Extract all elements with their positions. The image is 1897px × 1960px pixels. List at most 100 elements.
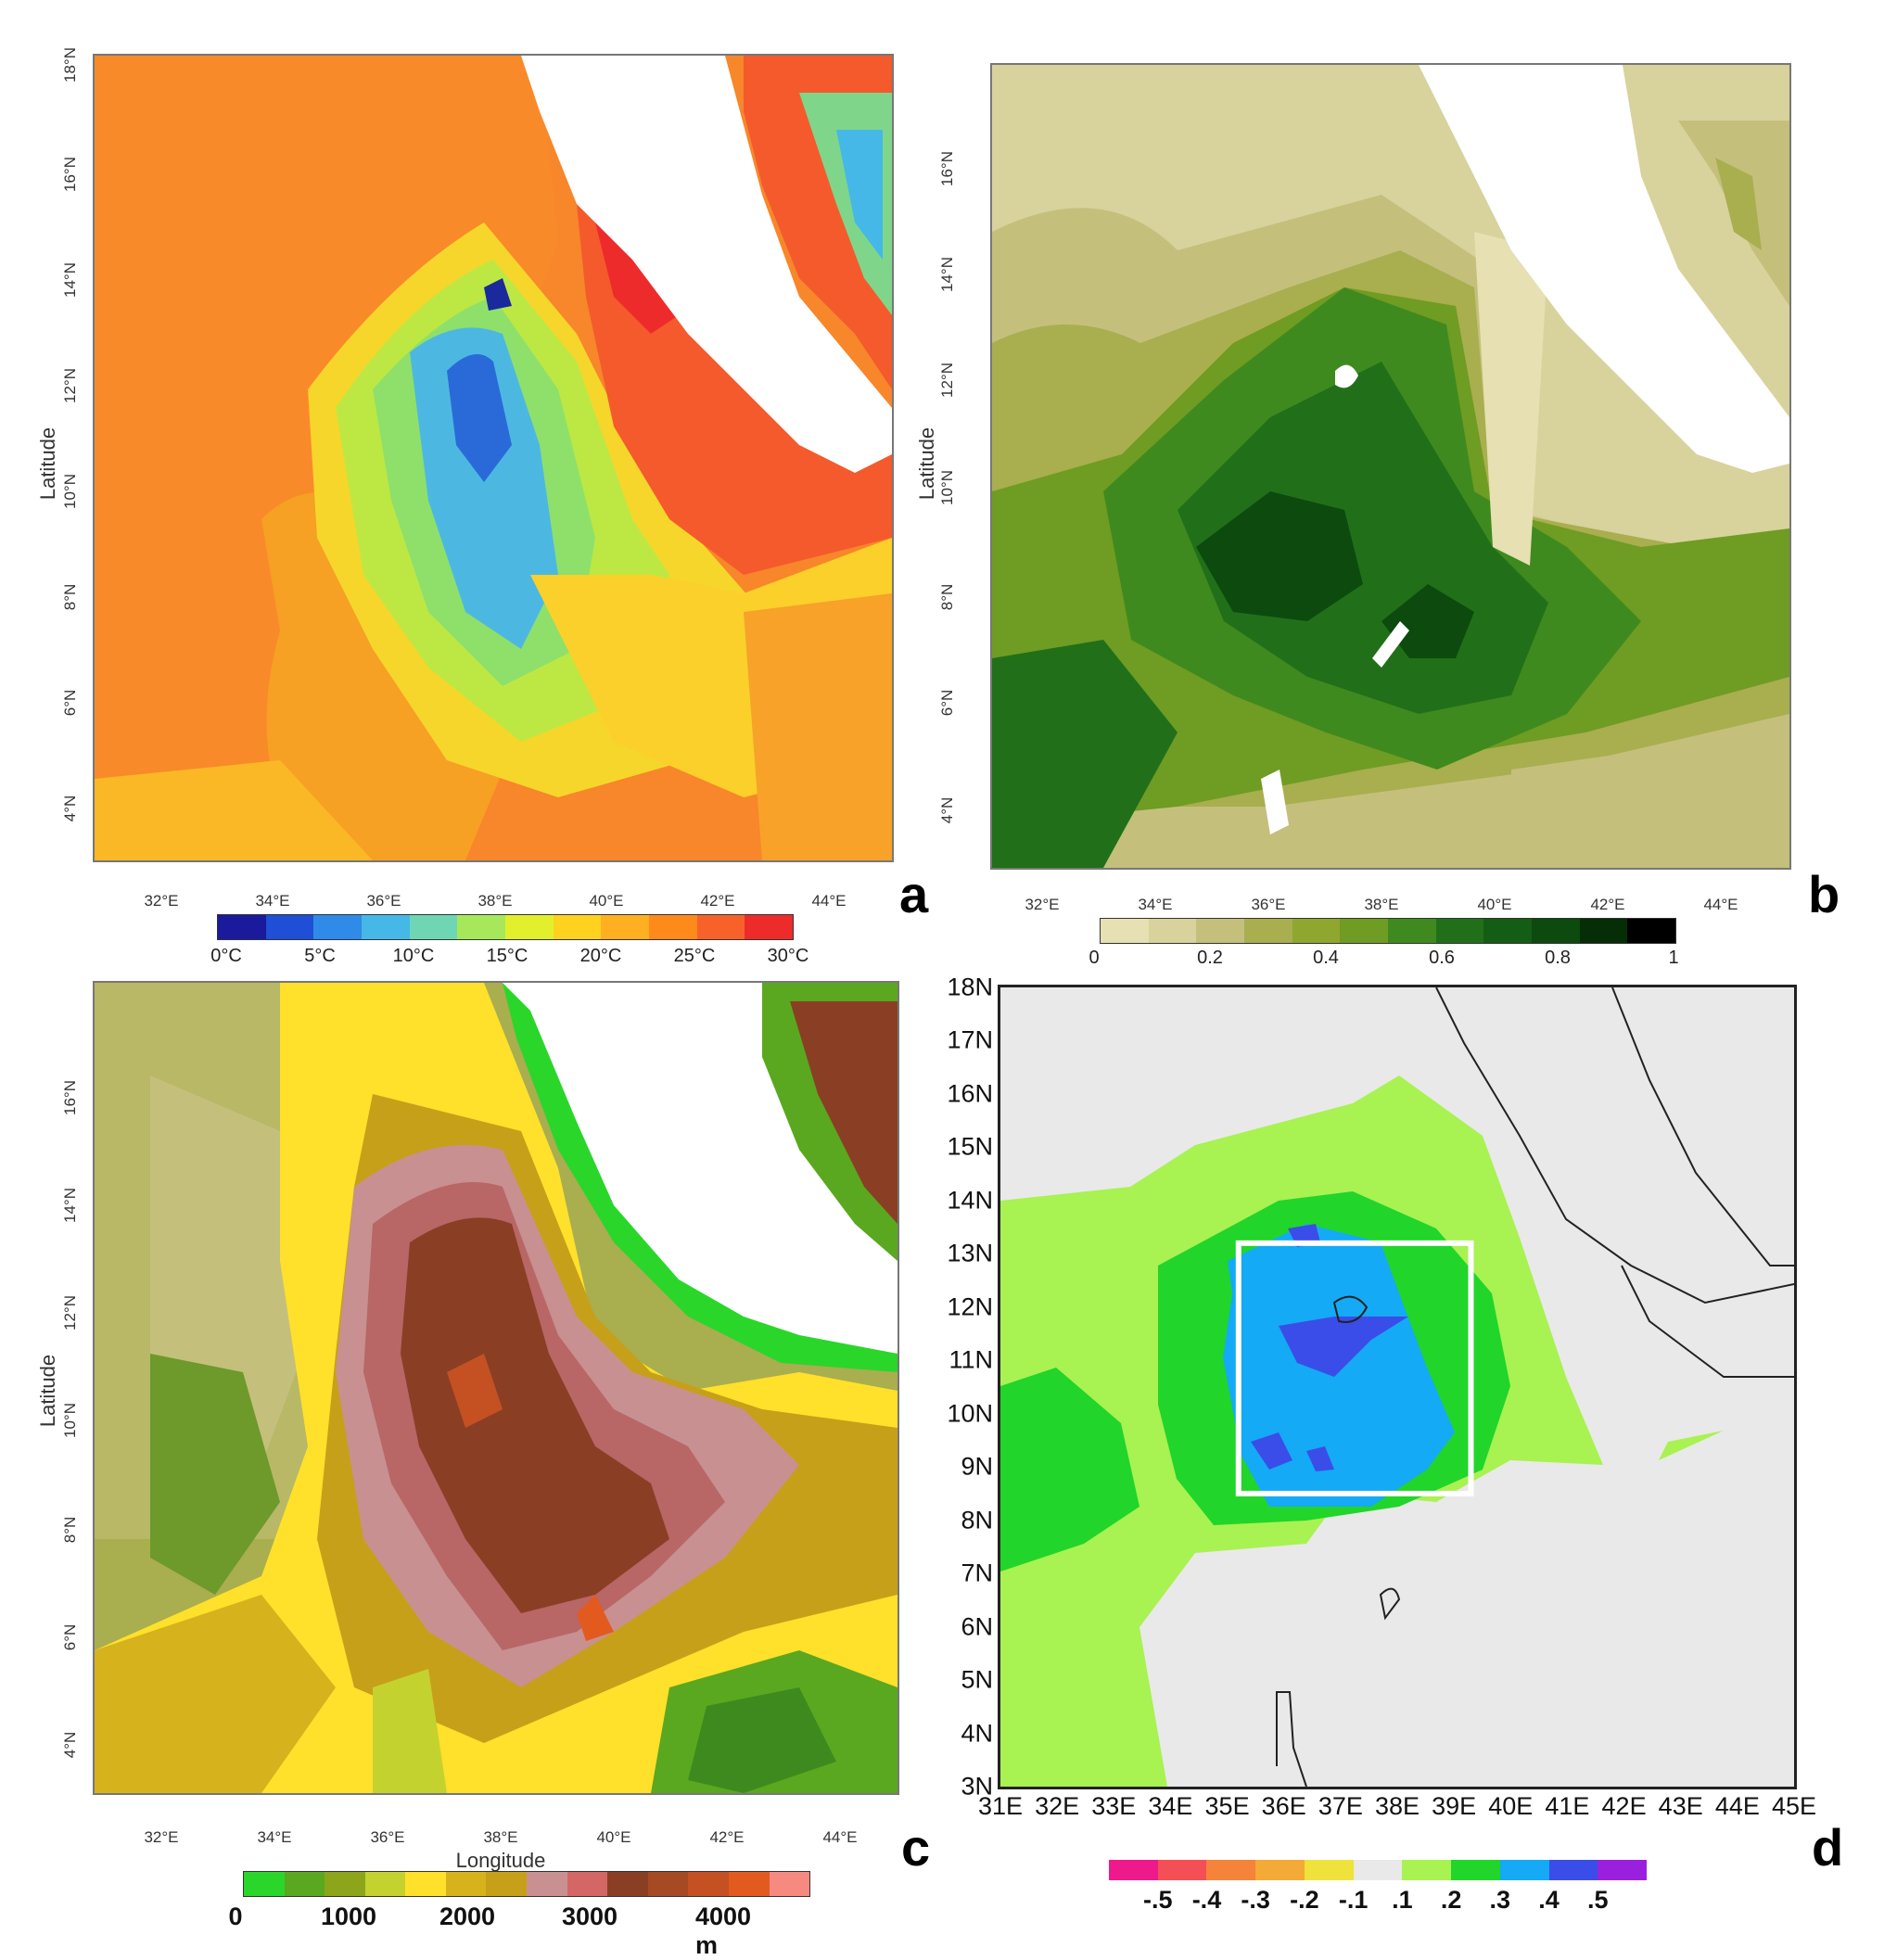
anomaly-colorbar-segment — [1353, 1860, 1403, 1880]
panel-d-letter: d — [1812, 1818, 1844, 1877]
panel-b-lat-tick: 8°N — [938, 583, 956, 611]
elevation-colorbar-segment — [688, 1872, 729, 1896]
panel-d-lat-tick: 16N — [947, 1079, 993, 1108]
panel-a-colorbar-label: 25°C — [673, 946, 716, 966]
panel-b-letter: b — [1808, 865, 1840, 923]
temperature-colorbar-segment — [696, 915, 745, 939]
panel-b-lat-tick: 16°N — [938, 151, 956, 186]
temperature-colorbar-segment — [265, 915, 314, 939]
panel-a-colorbar-label: 5°C — [304, 946, 336, 966]
panel-c-lon-tick: 38°E — [483, 1828, 518, 1846]
temperature-colorbar-segment — [313, 915, 363, 939]
panel-d-lat-tick: 3N — [961, 1772, 993, 1801]
panel-a-colorbar — [217, 914, 794, 940]
panel-a-lat-tick: 12°N — [61, 368, 79, 403]
temperature-colorbar-segment — [601, 915, 650, 939]
panel-d-colorbar-label: -.3 — [1241, 1886, 1270, 1914]
elevation-colorbar-segment — [527, 1872, 567, 1896]
panel-a-lat-tick: 8°N — [61, 583, 79, 611]
elevation-colorbar-segment — [445, 1872, 487, 1896]
panel-b-ylabel: Latitude — [915, 426, 938, 501]
anomaly-colorbar-segment — [1304, 1860, 1354, 1880]
greenness-colorbar-segment — [1292, 919, 1341, 943]
panel-b-lon-tick: 34°E — [1138, 896, 1173, 913]
panel-c-lat-tick: 4°N — [61, 1731, 79, 1759]
panel-d-lon-tick: 37E — [1318, 1792, 1363, 1820]
greenness-colorbar-segment — [1579, 919, 1628, 943]
greenness-colorbar-segment — [1435, 919, 1484, 943]
elevation-colorbar-segment — [728, 1872, 770, 1896]
anomaly-colorbar-segment — [1255, 1860, 1305, 1880]
panel-c-colorbar-label: 0 — [228, 1903, 243, 1930]
panel-d-lat-tick: 14N — [947, 1186, 993, 1215]
panel-c-lat-tick: 14°N — [61, 1188, 79, 1223]
anomaly-colorbar-segment — [1451, 1860, 1500, 1880]
panel-c-lat-tick: 10°N — [61, 1403, 79, 1438]
anomaly-colorbar-segment — [1402, 1860, 1452, 1880]
panel-d-lon-tick: 32E — [1035, 1792, 1080, 1820]
panel-a-colorbar-label: 10°C — [392, 946, 435, 966]
panel-a-lon-tick: 32°E — [144, 892, 179, 910]
panel-c-elevation-field — [95, 983, 898, 1793]
panel-a-colorbar-label: 0°C — [210, 946, 242, 966]
panel-a-map — [93, 54, 894, 862]
panel-b-colorbar-label: 0 — [1089, 948, 1100, 968]
panel-a-lat-tick: 14°N — [61, 262, 79, 298]
temperature-colorbar-segment — [745, 915, 794, 939]
temperature-colorbar-segment — [457, 915, 506, 939]
panel-d-colorbar — [1109, 1860, 1648, 1880]
panel-d-colorbar-label: -.1 — [1338, 1886, 1369, 1914]
greenness-colorbar-segment — [1627, 919, 1676, 943]
greenness-colorbar-segment — [1196, 919, 1245, 943]
panel-d-anomaly-field — [1000, 987, 1794, 1787]
panel-a-letter: a — [899, 865, 929, 923]
panel-d-lat-tick: 15N — [947, 1132, 993, 1161]
elevation-colorbar-segment — [607, 1872, 648, 1896]
anomaly-colorbar-segment — [1548, 1860, 1598, 1880]
panel-d-lat-tick: 18N — [947, 973, 993, 1001]
panel-c-lat-tick: 6°N — [61, 1623, 79, 1651]
panel-c-letter: c — [901, 1818, 931, 1877]
panel-a-lat-tick: 16°N — [61, 157, 79, 192]
panel-d-lon-tick: 39E — [1432, 1792, 1477, 1820]
panel-d-lon-tick: 43E — [1658, 1792, 1703, 1820]
panel-d-lon-tick: 34E — [1148, 1792, 1193, 1820]
panel-d-lat-tick: 13N — [947, 1239, 993, 1267]
panel-a-temperature-field — [95, 56, 892, 860]
panel-a-lat-tick: 6°N — [61, 689, 79, 717]
panel-d-lon-tick: 31E — [977, 1792, 1024, 1820]
panel-d-map — [998, 985, 1797, 1789]
panel-a-lon-tick: 34°E — [255, 892, 290, 910]
panel-d-lat-tick: 8N — [961, 1506, 993, 1534]
elevation-colorbar-segment — [325, 1872, 365, 1896]
panel-d-colorbar-label: .5 — [1587, 1886, 1609, 1914]
panel-b-greenness-field — [992, 65, 1789, 868]
greenness-colorbar-segment — [1101, 919, 1149, 943]
greenness-colorbar-segment — [1483, 919, 1533, 943]
panel-d-lat-tick: 6N — [961, 1612, 993, 1641]
temperature-colorbar-segment — [409, 915, 458, 939]
panel-c-xlabel: Longitude — [455, 1849, 546, 1872]
panel-d-lon-tick: 38E — [1374, 1792, 1420, 1820]
panel-c-colorbar-label: 2000 — [439, 1903, 496, 1930]
panel-b-colorbar-label: 0.4 — [1313, 948, 1339, 968]
panel-d-lat-tick: 7N — [961, 1559, 993, 1587]
anomaly-colorbar-segment — [1157, 1860, 1207, 1880]
greenness-colorbar-segment — [1340, 919, 1389, 943]
panel-d-lat-tick: 12N — [947, 1292, 993, 1321]
panel-d-lat-tick: 5N — [961, 1665, 993, 1694]
panel-d-colorbar-label: .3 — [1489, 1886, 1511, 1914]
panel-c-lon-tick: 42°E — [709, 1828, 745, 1846]
panel-d-lat-tick: 11N — [948, 1345, 993, 1374]
panel-c-lon-tick: 40°E — [596, 1828, 631, 1846]
panel-a-lat-tick: 18°N — [61, 47, 79, 83]
greenness-colorbar-segment — [1148, 919, 1197, 943]
panel-d-colorbar-label: .2 — [1440, 1886, 1462, 1914]
panel-c-lat-tick: 12°N — [61, 1295, 79, 1330]
panel-b-map — [990, 63, 1791, 870]
elevation-colorbar-segment — [405, 1872, 446, 1896]
panel-b-colorbar-label: 0.6 — [1429, 948, 1455, 968]
anomaly-colorbar-segment — [1206, 1860, 1256, 1880]
greenness-colorbar-segment — [1388, 919, 1436, 943]
panel-b-lat-tick: 4°N — [938, 796, 956, 824]
